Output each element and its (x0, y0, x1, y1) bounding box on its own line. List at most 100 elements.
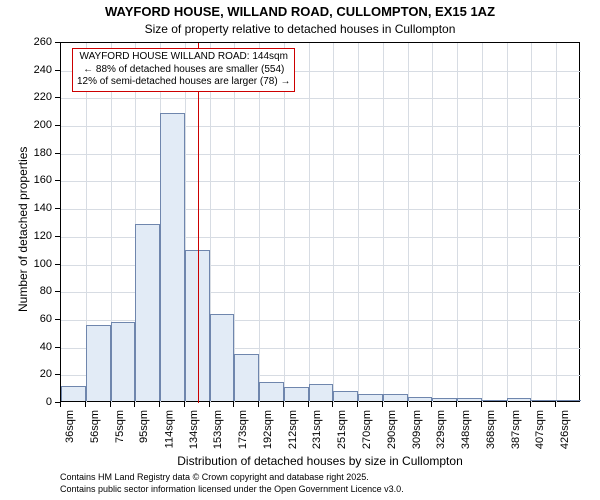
x-tick-mark (110, 402, 111, 407)
gridline (61, 98, 581, 99)
y-tick-label: 240 (26, 64, 52, 76)
histogram-bar (556, 400, 581, 401)
histogram-bar (61, 386, 86, 401)
y-tick-mark (55, 291, 60, 292)
gridline-vertical (284, 43, 285, 403)
x-tick-mark (382, 402, 383, 407)
x-tick-mark (209, 402, 210, 407)
y-tick-mark (55, 153, 60, 154)
y-tick-mark (55, 319, 60, 320)
x-tick-mark (456, 402, 457, 407)
y-tick-mark (55, 347, 60, 348)
y-tick-label: 80 (26, 285, 52, 297)
histogram-bar (259, 382, 284, 401)
gridline-vertical (234, 43, 235, 403)
histogram-bar (457, 398, 482, 401)
x-tick-mark (555, 402, 556, 407)
histogram-bar (333, 391, 358, 401)
x-tick-label: 407sqm (534, 410, 546, 449)
reference-line (198, 43, 199, 403)
histogram-bar (284, 387, 309, 401)
x-tick-mark (431, 402, 432, 407)
y-tick-label: 100 (26, 258, 52, 270)
x-tick-mark (357, 402, 358, 407)
histogram-bar (432, 398, 457, 401)
y-tick-label: 40 (26, 341, 52, 353)
x-tick-label: 36sqm (64, 410, 76, 443)
gridline (61, 126, 581, 127)
y-tick-label: 120 (26, 230, 52, 242)
x-tick-label: 212sqm (287, 410, 299, 449)
x-axis-title: Distribution of detached houses by size … (60, 454, 580, 468)
x-tick-mark (308, 402, 309, 407)
histogram-bar (531, 400, 556, 401)
x-tick-mark (134, 402, 135, 407)
x-tick-label: 368sqm (485, 410, 497, 449)
histogram-bar (160, 113, 185, 401)
gridline-vertical (333, 43, 334, 403)
x-tick-label: 75sqm (114, 410, 126, 443)
gridline (61, 181, 581, 182)
y-tick-mark (55, 97, 60, 98)
gridline-vertical (457, 43, 458, 403)
chart-title: WAYFORD HOUSE, WILLAND ROAD, CULLOMPTON,… (0, 4, 600, 19)
gridline-vertical (358, 43, 359, 403)
x-tick-mark (530, 402, 531, 407)
x-tick-mark (407, 402, 408, 407)
credits: Contains HM Land Registry data © Crown c… (60, 472, 404, 495)
y-tick-label: 200 (26, 119, 52, 131)
y-tick-mark (55, 236, 60, 237)
y-tick-mark (55, 208, 60, 209)
histogram-bar (234, 354, 259, 401)
y-tick-mark (55, 42, 60, 43)
histogram-bar (309, 384, 334, 401)
x-tick-label: 270sqm (361, 410, 373, 449)
credits-line-2: Contains public sector information licen… (60, 484, 404, 496)
x-tick-label: 348sqm (460, 410, 472, 449)
annotation-line-2: ← 88% of detached houses are smaller (55… (77, 64, 290, 77)
y-tick-label: 180 (26, 147, 52, 159)
x-tick-mark (85, 402, 86, 407)
gridline-vertical (556, 43, 557, 403)
annotation-line-3: 12% of semi-detached houses are larger (… (77, 76, 290, 89)
gridline-vertical (408, 43, 409, 403)
x-tick-mark (506, 402, 507, 407)
gridline-vertical (259, 43, 260, 403)
y-tick-mark (55, 180, 60, 181)
x-tick-label: 56sqm (89, 410, 101, 443)
x-tick-label: 114sqm (163, 410, 175, 448)
x-tick-mark (184, 402, 185, 407)
y-tick-label: 160 (26, 174, 52, 186)
histogram-bar (383, 394, 408, 401)
gridline-vertical (482, 43, 483, 403)
x-tick-label: 173sqm (237, 410, 249, 449)
y-tick-label: 60 (26, 313, 52, 325)
annotation-box: WAYFORD HOUSE WILLAND ROAD: 144sqm← 88% … (72, 48, 295, 92)
gridline-vertical (531, 43, 532, 403)
x-tick-label: 251sqm (336, 410, 348, 449)
y-tick-mark (55, 264, 60, 265)
gridline-vertical (432, 43, 433, 403)
y-tick-label: 220 (26, 91, 52, 103)
gridline (61, 154, 581, 155)
y-tick-label: 20 (26, 368, 52, 380)
x-tick-mark (481, 402, 482, 407)
y-tick-label: 0 (26, 396, 52, 408)
x-tick-label: 309sqm (411, 410, 423, 449)
histogram-bar (482, 400, 507, 401)
gridline-vertical (383, 43, 384, 403)
y-tick-label: 260 (26, 36, 52, 48)
x-tick-mark (233, 402, 234, 407)
credits-line-1: Contains HM Land Registry data © Crown c… (60, 472, 404, 484)
x-tick-label: 387sqm (510, 410, 522, 449)
y-tick-mark (55, 70, 60, 71)
histogram-bar (408, 397, 433, 401)
histogram-bar (86, 325, 111, 401)
gridline-vertical (507, 43, 508, 403)
x-tick-label: 134sqm (188, 410, 200, 449)
x-tick-label: 95sqm (138, 410, 150, 443)
x-tick-label: 329sqm (435, 410, 447, 449)
x-tick-mark (159, 402, 160, 407)
chart-container: WAYFORD HOUSE, WILLAND ROAD, CULLOMPTON,… (0, 0, 600, 500)
plot-area (60, 42, 580, 402)
